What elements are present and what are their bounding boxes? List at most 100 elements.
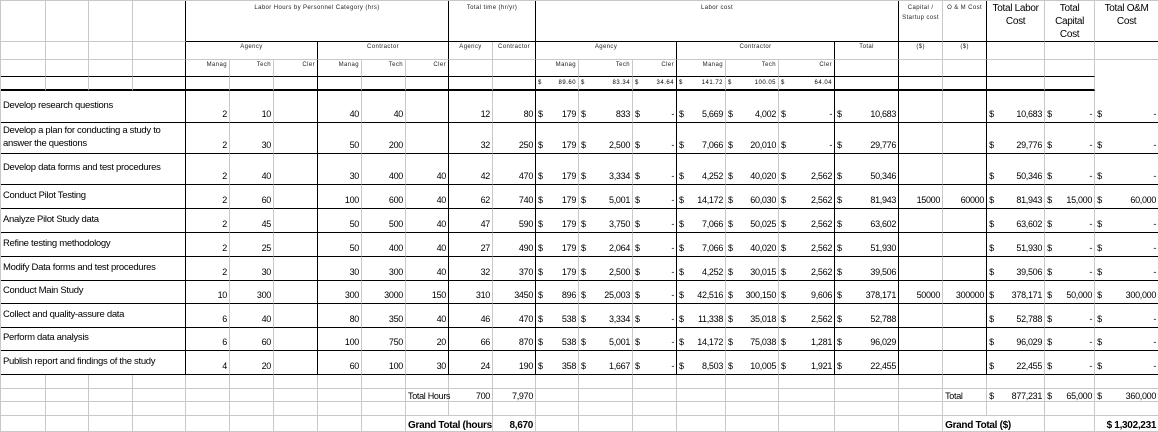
cost-cell: $35,018 — [726, 304, 780, 328]
currency-symbol: $ — [581, 290, 586, 300]
empty-cell — [89, 60, 133, 77]
amount: 8,503 — [702, 361, 724, 371]
empty-cell — [943, 402, 988, 416]
empty-cell — [536, 402, 580, 416]
cost-cell: $300,150 — [726, 281, 780, 304]
amount: - — [1153, 267, 1157, 277]
currency-symbol: $ — [1097, 243, 1102, 253]
amount: 42,516 — [697, 290, 724, 300]
amount: - — [1089, 314, 1093, 324]
agency-cost-tech-header: Tech — [579, 60, 634, 77]
empty-cell — [987, 60, 1046, 77]
amount: 1,281 — [811, 337, 833, 347]
hours-cell: 40 — [406, 304, 450, 328]
empty-cell — [186, 389, 230, 402]
empty-cell — [835, 77, 900, 91]
empty-cell — [449, 77, 494, 91]
cost-cell: $179 — [536, 91, 580, 123]
hours-cell: 500 — [362, 209, 406, 233]
currency-symbol: $ — [1047, 267, 1052, 277]
amount: 96,029 — [870, 337, 897, 347]
capital-cost-cell: 50000 — [899, 281, 944, 304]
cost-cell: $5,669 — [677, 91, 727, 123]
amount: 179 — [561, 171, 577, 181]
cost-cell: $ - — [633, 185, 678, 209]
empty-cell — [677, 402, 727, 416]
empty-cell — [943, 60, 988, 77]
currency-symbol: $ — [728, 195, 733, 205]
currency-symbol: $ — [538, 80, 542, 86]
total-capital-cell: $15,000 — [1045, 185, 1096, 209]
cost-cell: $179 — [536, 233, 580, 257]
cost-cell: $179 — [536, 154, 580, 185]
cost-cell: $25,003 — [579, 281, 634, 304]
currency-symbol: $ — [679, 219, 684, 229]
contractor-hours-manag-header: Manag — [318, 60, 362, 77]
amount: 300,150 — [745, 290, 777, 300]
amount: 896 — [561, 290, 577, 300]
contractor-time-cell: 80 — [493, 91, 537, 123]
empty-cell — [536, 375, 580, 389]
currency-symbol: $ — [781, 314, 786, 324]
empty-cell — [274, 402, 318, 416]
agency-time-cell: 27 — [449, 233, 494, 257]
empty-cell — [46, 375, 89, 389]
cost-cell: $179 — [536, 209, 580, 233]
amount: 3,334 — [609, 171, 631, 181]
amount: 81,943 — [870, 195, 897, 205]
empty-cell — [899, 375, 944, 389]
amount: 538 — [561, 337, 577, 347]
hours-cell: 45 — [230, 209, 274, 233]
amount: 10,683 — [1016, 109, 1043, 119]
total-om-cost-header: Total O&M Cost — [1095, 1, 1158, 42]
labor-hours-header: Labor Hours by Personnel Category (hrs) — [186, 1, 450, 42]
amount: - — [1153, 361, 1157, 371]
om-cost-cell — [943, 304, 988, 328]
contractor-cost-header: Contractor — [677, 42, 836, 60]
table-row: Conduct Pilot Testing 2 60 100 600 40 62 740 $17… — [1, 185, 1158, 209]
cost-cell: $2,562 — [779, 185, 836, 209]
currency-symbol: $ — [1047, 337, 1052, 347]
amount: 10,005 — [750, 361, 777, 371]
currency-symbol: $ — [728, 314, 733, 324]
empty-cell — [46, 416, 89, 432]
hours-cell — [274, 281, 318, 304]
amount: - — [671, 290, 675, 300]
empty-cell — [133, 42, 186, 60]
amount: 40,020 — [750, 243, 777, 253]
currency-symbol: $ — [728, 219, 733, 229]
empty-cell — [987, 402, 1046, 416]
currency-symbol: $ — [837, 219, 842, 229]
total-capital-cell: $ - — [1045, 304, 1096, 328]
empty-cell — [677, 389, 727, 402]
om-cost-cell — [943, 233, 988, 257]
empty-cell — [987, 375, 1046, 389]
amount: 7,066 — [702, 140, 724, 150]
cost-cell: $40,020 — [726, 154, 780, 185]
empty-cell — [89, 375, 133, 389]
amount: 50,346 — [1016, 171, 1043, 181]
empty-cell — [133, 375, 186, 389]
currency-symbol: $ — [679, 337, 684, 347]
amount: 34.64 — [656, 80, 675, 86]
hours-cell: 6 — [186, 328, 230, 351]
agency-time-cell: 47 — [449, 209, 494, 233]
empty-cell — [633, 416, 678, 432]
amount: 7,066 — [702, 219, 724, 229]
amount: 39,506 — [1016, 267, 1043, 277]
hours-cell: 50 — [318, 123, 362, 154]
table-row: Refine testing methodology 2 25 50 400 40 27 49… — [1, 233, 1158, 257]
currency-symbol: $ — [581, 361, 586, 371]
total-labor-cell: $22,455 — [987, 351, 1046, 375]
amount: 378,171 — [865, 290, 897, 300]
contractor-time-cell: 470 — [493, 304, 537, 328]
currency-symbol: $ — [837, 290, 842, 300]
amount: - — [1089, 109, 1093, 119]
empty-cell — [1, 77, 46, 91]
empty-cell — [89, 1, 133, 42]
contractor-hours-total: 7,970 — [493, 389, 537, 402]
hours-cell: 2 — [186, 209, 230, 233]
empty-cell — [318, 389, 362, 402]
hours-cell: 60 — [230, 328, 274, 351]
hours-cell: 80 — [318, 304, 362, 328]
